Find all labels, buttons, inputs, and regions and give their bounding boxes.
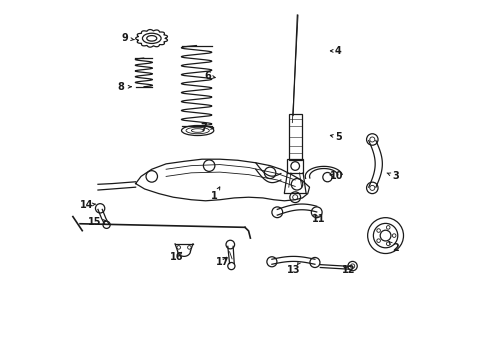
Text: 10: 10: [330, 171, 343, 181]
Text: 14: 14: [80, 200, 93, 210]
Text: 1: 1: [211, 191, 218, 201]
Text: 17: 17: [216, 257, 229, 267]
Text: 12: 12: [342, 265, 356, 275]
Text: 3: 3: [392, 171, 399, 181]
Text: 7: 7: [200, 123, 207, 133]
Text: 11: 11: [312, 215, 325, 224]
Text: 6: 6: [204, 71, 211, 81]
Text: 4: 4: [335, 46, 342, 56]
Text: 13: 13: [287, 265, 300, 275]
Text: 8: 8: [118, 82, 125, 92]
Text: 2: 2: [392, 243, 399, 253]
Text: 9: 9: [122, 33, 128, 43]
Text: 5: 5: [335, 132, 342, 142]
Text: 16: 16: [170, 252, 184, 262]
Text: 15: 15: [88, 217, 102, 227]
